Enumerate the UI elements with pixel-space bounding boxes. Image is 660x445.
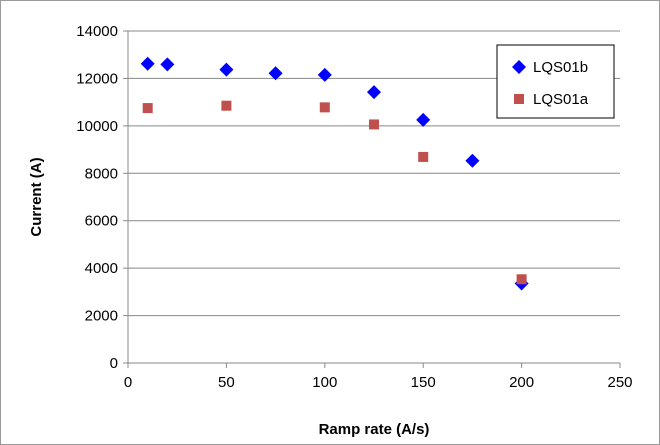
data-point-lqs01a	[319, 102, 330, 113]
x-axis-title: Ramp rate (A/s)	[319, 421, 430, 438]
legend-box	[496, 44, 615, 119]
x-tick-label: 200	[509, 374, 534, 391]
x-tick-label: 250	[607, 374, 632, 391]
data-point-lqs01b	[367, 85, 381, 100]
data-point-lqs01b	[140, 56, 155, 71]
data-point-lqs01b	[268, 66, 283, 81]
data-point-lqs01b	[219, 62, 234, 77]
legend-marker-lqs01a	[514, 94, 524, 104]
x-tick-labels: 0 50 100 150 200 250	[124, 374, 633, 391]
legend-label-lqs01b: LQS01b	[533, 59, 588, 76]
y-tick-label: 12000	[76, 70, 118, 87]
data-point-lqs01b	[160, 57, 175, 72]
data-point-lqs01b	[317, 67, 332, 82]
y-tick-label: 14000	[76, 23, 118, 40]
x-tick-label: 0	[124, 374, 132, 391]
axes	[123, 30, 621, 368]
x-tick-label: 150	[411, 374, 436, 391]
y-tick-label: 4000	[85, 260, 118, 277]
x-tick-label: 100	[312, 374, 337, 391]
data-point-lqs01a	[221, 100, 232, 111]
data-point-lqs01a	[142, 103, 153, 114]
data-point-lqs01b	[416, 112, 431, 127]
y-tick-label: 0	[110, 355, 118, 372]
data-point-lqs01b	[465, 153, 480, 168]
y-tick-label: 10000	[76, 118, 118, 135]
y-axis-title: Current (A)	[28, 157, 45, 236]
legend-label-lqs01a: LQS01a	[533, 91, 589, 108]
y-tick-label: 6000	[85, 213, 118, 230]
y-tick-labels: 0 2000 4000 6000 8000 10000 12000 14000	[76, 23, 118, 372]
y-tick-label: 8000	[85, 165, 118, 182]
data-point-lqs01a	[418, 151, 429, 162]
y-tick-label: 2000	[85, 308, 118, 325]
legend-marker-lqs01b	[512, 60, 526, 74]
data-points	[140, 56, 529, 291]
data-point-lqs01a	[516, 274, 527, 285]
legend: LQS01b LQS01a	[496, 44, 615, 119]
data-point-lqs01a	[369, 119, 379, 130]
x-tick-label: 50	[218, 374, 235, 391]
